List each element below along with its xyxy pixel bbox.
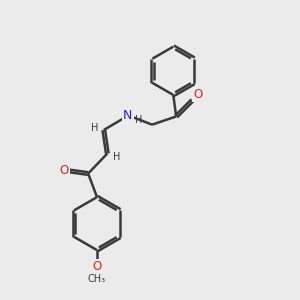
Text: H: H xyxy=(135,115,143,125)
Text: H: H xyxy=(91,123,98,133)
Text: N: N xyxy=(123,109,133,122)
Text: CH₃: CH₃ xyxy=(88,274,106,284)
Text: O: O xyxy=(59,164,69,177)
Text: O: O xyxy=(92,260,102,273)
Text: O: O xyxy=(193,88,202,101)
Text: H: H xyxy=(113,152,120,162)
